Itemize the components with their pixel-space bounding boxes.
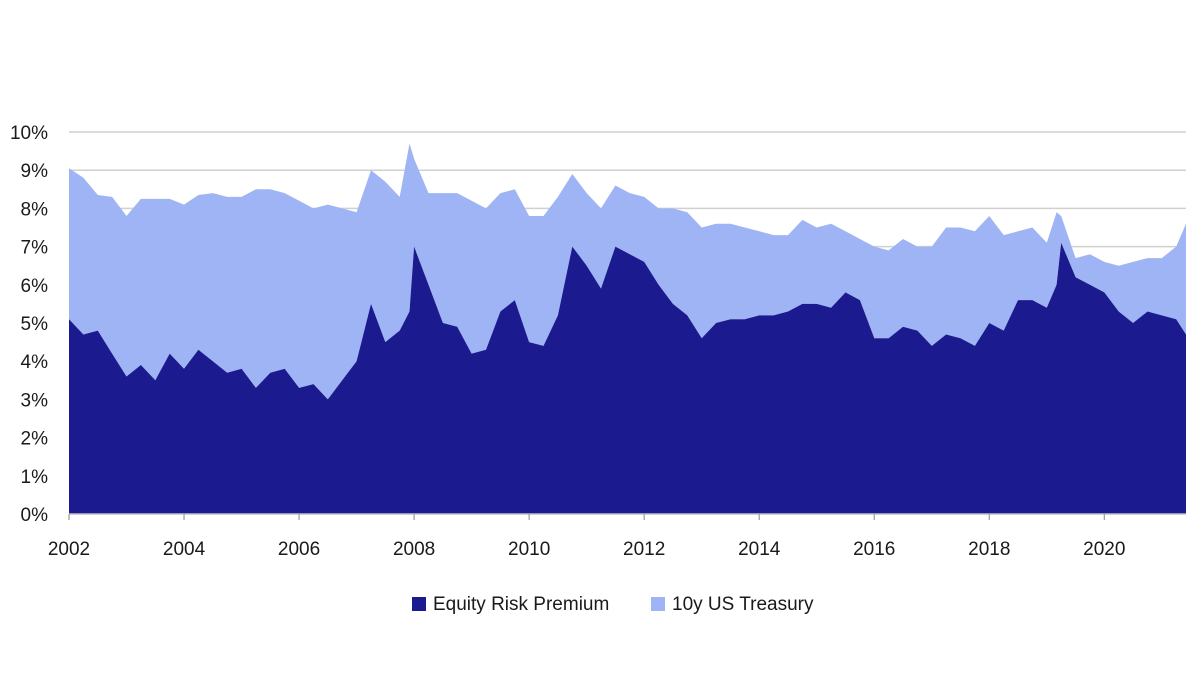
legend-label-0: Equity Risk Premium — [433, 594, 609, 615]
x-tick-label: 2012 — [623, 539, 665, 560]
y-tick-label: 0% — [21, 505, 49, 526]
area-series — [69, 143, 1186, 515]
area-series-erp — [69, 242, 1186, 515]
y-tick-label: 6% — [21, 276, 49, 297]
legend-label-1: 10y US Treasury — [672, 594, 814, 615]
axes: 0% 1% 2% 3% 4% 5% 6% 7% 8% 9% 10% 2002 2004 2006 2008 2… — [10, 123, 1186, 560]
legend-swatch-0 — [412, 597, 426, 611]
x-tick-label: 2018 — [968, 539, 1010, 560]
legend-swatch-1 — [651, 597, 665, 611]
y-tick-label: 7% — [21, 238, 49, 259]
x-tick-label: 2002 — [48, 539, 90, 560]
legend: Equity Risk Premium 10y US Treasury — [412, 594, 814, 615]
x-tick-label: 2008 — [393, 539, 435, 560]
y-tick-label: 8% — [21, 199, 49, 220]
y-tick-label: 4% — [21, 352, 49, 373]
area-series-treasury — [69, 143, 1186, 400]
y-tick-label: 5% — [21, 314, 49, 335]
y-tick-label: 10% — [10, 123, 48, 144]
y-tick-label: 2% — [21, 429, 49, 450]
y-tick-label: 9% — [21, 161, 49, 182]
x-tick-label: 2016 — [853, 539, 895, 560]
x-tick-label: 2006 — [278, 539, 320, 560]
x-tick-label: 2010 — [508, 539, 550, 560]
y-tick-label: 1% — [21, 467, 49, 488]
x-tick-label: 2014 — [738, 539, 781, 560]
x-tick-label: 2020 — [1083, 539, 1125, 560]
x-tick-label: 2004 — [163, 539, 206, 560]
y-tick-label: 3% — [21, 390, 49, 411]
